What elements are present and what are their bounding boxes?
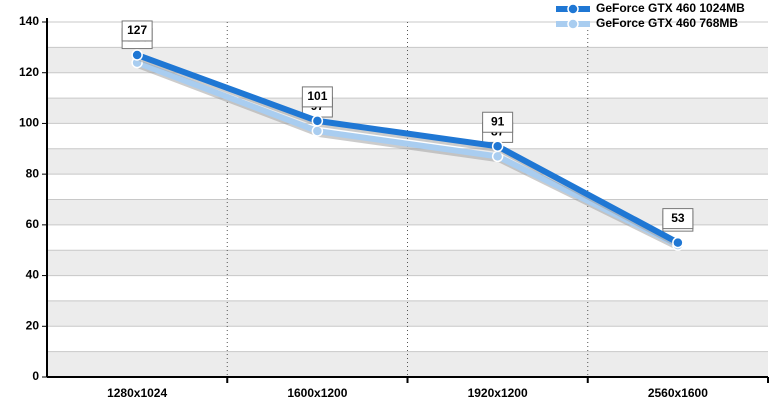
- plot-band: [47, 148, 768, 175]
- plot-band: [47, 351, 768, 377]
- x-tick-label: 1600x1200: [287, 386, 347, 400]
- data-label-text: 53: [671, 211, 685, 225]
- x-tick-label: 1280x1024: [107, 386, 167, 400]
- point: [491, 140, 504, 152]
- data-label-text: 91: [491, 114, 505, 128]
- series-line: [136, 59, 680, 248]
- point: [131, 49, 143, 61]
- plot-band: [47, 199, 768, 225]
- data-label-text: 127: [127, 23, 147, 37]
- data-label-box: [301, 86, 333, 108]
- series-line: [136, 52, 680, 246]
- y-tick-label: 20: [26, 318, 40, 332]
- data-label-box: [121, 20, 153, 42]
- legend-marker: [567, 3, 579, 15]
- data-label: 91: [482, 111, 514, 133]
- legend-label: GeForce GTX 460 1024MB: [596, 1, 745, 15]
- point: [311, 125, 324, 137]
- data-label: 101: [301, 86, 333, 108]
- data-label-box: [482, 111, 514, 133]
- x-tick-label: 1920x1200: [468, 386, 528, 400]
- y-tick-label: 0: [32, 369, 39, 383]
- point: [311, 115, 324, 127]
- y-tick-label: 40: [26, 268, 40, 282]
- data-label-box: [662, 208, 694, 230]
- y-tick-label: 120: [19, 65, 39, 79]
- point: [672, 236, 684, 249]
- legend-label: GeForce GTX 460 768MB: [596, 16, 738, 30]
- y-tick-label: 80: [26, 166, 40, 180]
- data-label: 127: [121, 20, 153, 42]
- y-tick-label: 100: [19, 116, 39, 130]
- legend-marker: [567, 18, 579, 30]
- data-label: 53: [662, 208, 694, 230]
- x-tick-label: 2560x1600: [648, 386, 708, 400]
- data-label-text: 101: [307, 89, 327, 103]
- y-tick-label: 60: [26, 217, 40, 231]
- y-tick-label: 140: [19, 14, 39, 28]
